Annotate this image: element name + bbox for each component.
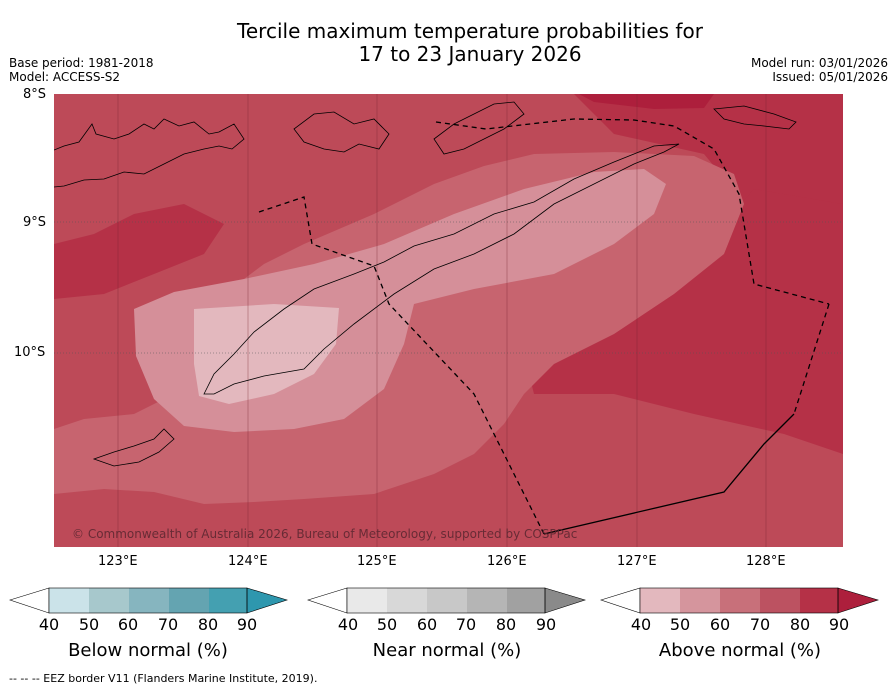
lon-label-125e: 125°E [357, 554, 397, 569]
cb-near-tick-80: 80 [495, 615, 517, 634]
cb-above-80-90 [800, 588, 838, 613]
chart-title: Tercile maximum temperature probabilitie… [0, 20, 896, 66]
cb-below-tick-70: 70 [157, 615, 179, 634]
colorbar-near-normal [307, 587, 587, 619]
cb-near-tick-40: 40 [337, 615, 359, 634]
cb-near-under [307, 587, 348, 614]
eez-line-east [793, 303, 830, 415]
lon-label-128e: 128°E [746, 554, 786, 569]
coast-timor [203, 143, 680, 395]
cb-near-80-90 [507, 588, 545, 613]
cb-below-60-70 [129, 588, 169, 613]
cb-near-70-80 [467, 588, 507, 613]
cb-near-label: Near normal (%) [372, 640, 522, 661]
lon-label-127e: 127°E [617, 554, 657, 569]
cb-near-over [544, 587, 587, 614]
issued-date: Issued: 05/01/2026 [772, 70, 888, 84]
cb-below-tick-90: 90 [236, 615, 258, 634]
grid-meridians [117, 94, 767, 547]
coast-alor [293, 111, 390, 153]
cb-above-50-60 [680, 588, 720, 613]
cb-above-tick-50: 50 [669, 615, 691, 634]
cb-above-40-50 [640, 588, 680, 613]
lon-label-123e: 123°E [98, 554, 138, 569]
coast-east-islands [713, 105, 797, 130]
field-above-80-90-right [524, 189, 843, 454]
cb-near-50-60 [387, 588, 427, 613]
eez-line-timor [258, 196, 545, 535]
cb-near-tick-50: 50 [376, 615, 398, 634]
coast-wetar [433, 101, 525, 155]
cb-near-tick-70: 70 [455, 615, 477, 634]
colorbar-above-normal [600, 587, 880, 619]
lon-label-126e: 126°E [487, 554, 527, 569]
eez-solid-south [543, 413, 795, 535]
cb-above-70-80 [760, 588, 800, 613]
coast-flores [54, 118, 245, 188]
eez-line-north [435, 118, 830, 305]
cb-below-tick-40: 40 [38, 615, 60, 634]
model-run: Model run: 03/01/2026 [750, 56, 888, 70]
field-above-40-50 [194, 304, 339, 404]
colorbar-above-graphic [600, 587, 880, 614]
eez-border [258, 118, 830, 535]
cb-above-tick-80: 80 [789, 615, 811, 634]
cb-above-under [600, 587, 641, 614]
colorbar-below-graphic [9, 587, 289, 614]
base-period: Base period: 1981-2018 [9, 56, 154, 70]
cb-above-tick-70: 70 [749, 615, 771, 634]
lat-label-10s: 10°S [14, 345, 46, 360]
cb-near-40-50 [347, 588, 387, 613]
cb-above-tick-60: 60 [709, 615, 731, 634]
cb-below-tick-60: 60 [117, 615, 139, 634]
cb-below-80-90 [209, 588, 247, 613]
cb-near-60-70 [427, 588, 467, 613]
title-line-1: Tercile maximum temperature probabilitie… [237, 19, 703, 43]
coastlines [54, 101, 797, 467]
field-above-90-top [579, 94, 714, 109]
cb-below-70-80 [169, 588, 209, 613]
cb-above-tick-40: 40 [630, 615, 652, 634]
cb-near-tick-90: 90 [535, 615, 557, 634]
cb-above-label: Above normal (%) [658, 640, 822, 661]
model-name: Model: ACCESS-S2 [9, 70, 121, 84]
title-line-2: 17 to 23 January 2026 [358, 42, 582, 66]
cb-below-label: Below normal (%) [68, 640, 228, 661]
colorbar-below-normal [9, 587, 289, 619]
cb-below-tick-50: 50 [78, 615, 100, 634]
lat-label-9s: 9°S [23, 215, 47, 230]
field-above-80-90-left [54, 204, 224, 299]
cb-above-over [837, 587, 880, 614]
coast-rote [92, 428, 175, 467]
footer-eez-note: -- -- -- EEZ border V11 (Flanders Marine… [9, 672, 318, 685]
map-copyright: © Commonwealth of Australia 2026, Bureau… [72, 527, 577, 541]
cb-above-60-70 [720, 588, 760, 613]
cb-near-tick-60: 60 [416, 615, 438, 634]
probability-map: © Commonwealth of Australia 2026, Bureau… [54, 94, 843, 547]
lat-label-8s: 8°S [23, 87, 47, 102]
cb-below-50-60 [89, 588, 129, 613]
cb-below-tick-80: 80 [197, 615, 219, 634]
grid-lines [54, 221, 843, 354]
cb-below-under [9, 587, 50, 614]
lon-label-124e: 124°E [228, 554, 268, 569]
colorbar-near-graphic [307, 587, 587, 614]
cb-below-over [246, 587, 289, 614]
cb-below-40-50 [49, 588, 89, 613]
cb-above-tick-90: 90 [828, 615, 850, 634]
map-panel: © Commonwealth of Australia 2026, Bureau… [54, 94, 843, 547]
